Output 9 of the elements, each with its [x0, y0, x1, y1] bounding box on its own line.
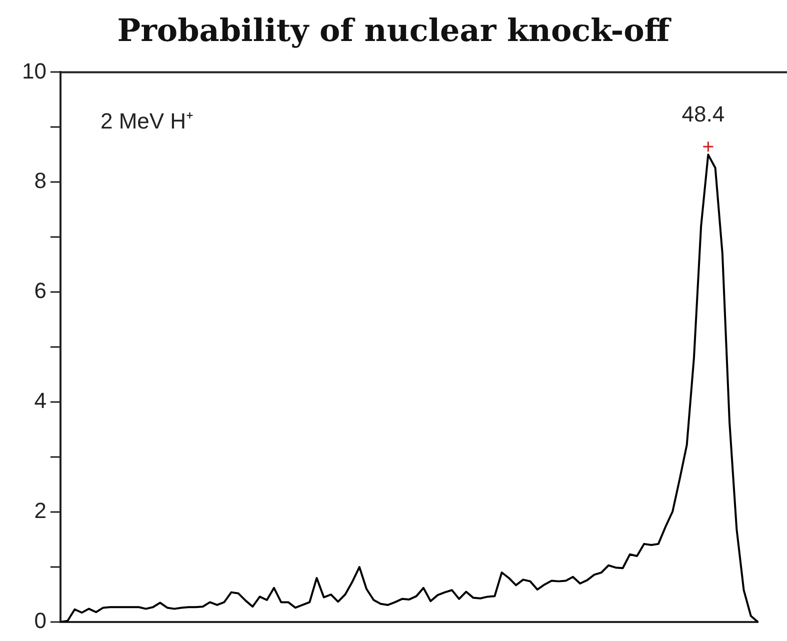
annotation: 2 MeV H⁺ — [100, 108, 194, 134]
annotation: 48.4 — [682, 102, 725, 127]
y-tick-label: 6 — [34, 278, 46, 304]
chart-title: Probability of nuclear knock-off — [116, 12, 672, 51]
y-tick-label: 4 — [34, 388, 46, 414]
y-tick-label: 2 — [34, 498, 46, 524]
y-tick-label: 0 — [34, 608, 46, 634]
y-tick-label: 8 — [34, 168, 46, 194]
y-tick-label: 10 — [22, 58, 46, 84]
